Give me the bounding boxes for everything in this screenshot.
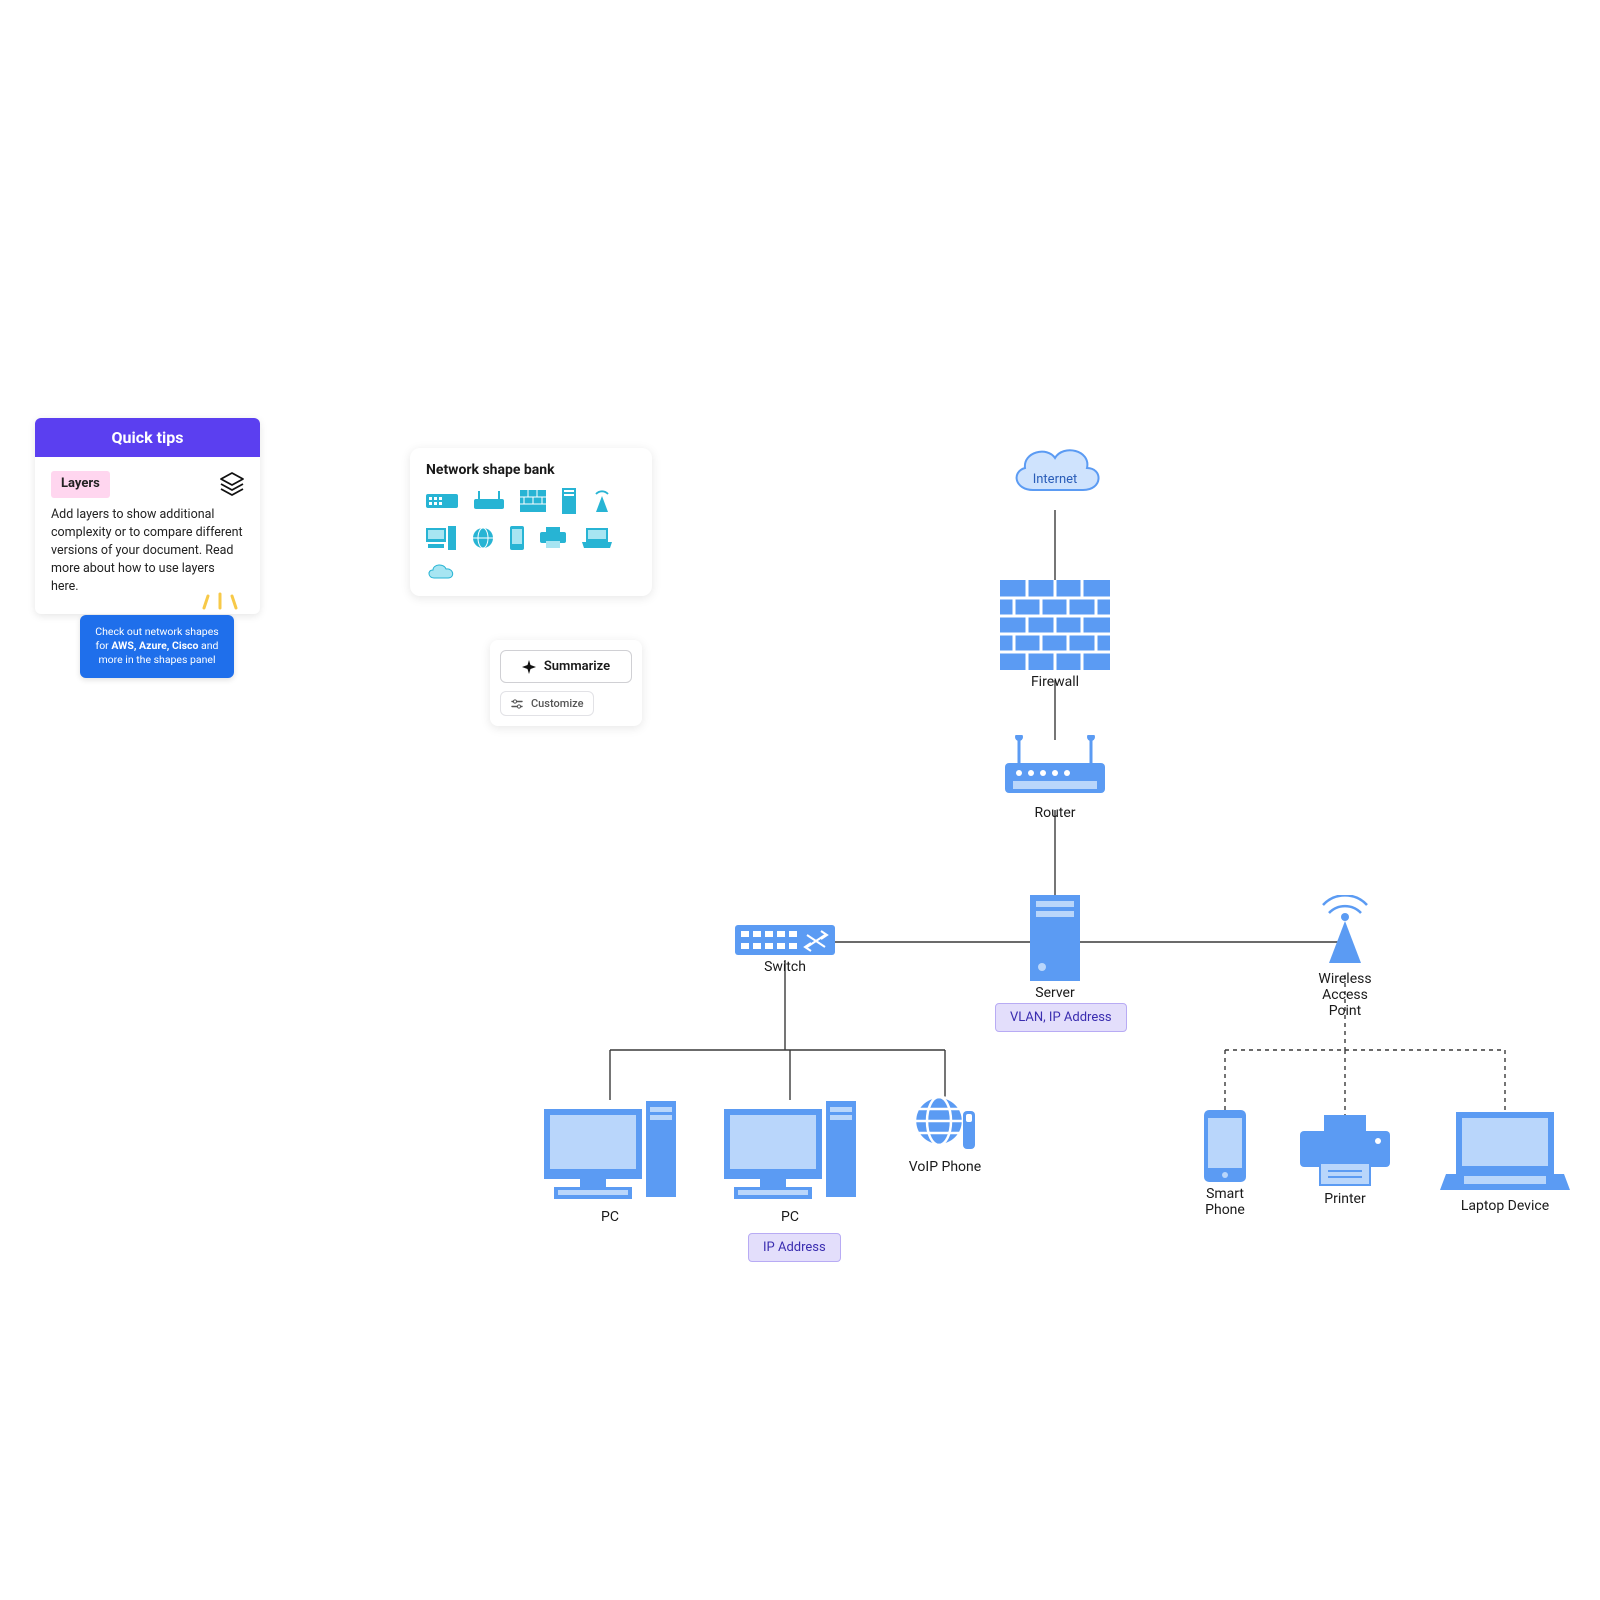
node-wap[interactable]: Wireless Access Point	[1305, 895, 1385, 1019]
node-label: Printer	[1300, 1191, 1390, 1207]
quick-tips-body: Add layers to show additional complexity…	[51, 506, 244, 597]
node-firewall[interactable]: Firewall	[1000, 580, 1110, 690]
node-smartphone[interactable]: Smart Phone	[1195, 1110, 1255, 1218]
node-label: Server	[1030, 985, 1080, 1001]
wireless-ap-icon	[1305, 895, 1385, 967]
node-label: VoIP Phone	[905, 1159, 985, 1175]
sparkle-icon	[522, 660, 536, 674]
summarize-label: Summarize	[544, 659, 610, 674]
node-pc2[interactable]: PC	[720, 1095, 860, 1225]
layers-chip: Layers	[51, 471, 110, 498]
customize-label: Customize	[531, 697, 583, 710]
laptop-icon	[1440, 1108, 1570, 1194]
layers-icon	[218, 470, 246, 498]
summarize-button[interactable]: Summarize	[500, 650, 632, 683]
node-label: Router	[1005, 805, 1105, 821]
quick-tips-title: Quick tips	[35, 418, 260, 457]
node-label: Switch	[735, 959, 835, 975]
globe-icon[interactable]	[472, 527, 494, 549]
node-label: Firewall	[1000, 674, 1110, 690]
connectors-layer	[0, 0, 1600, 1600]
node-label: PC	[540, 1209, 680, 1225]
shapes-note[interactable]: Check out network shapes for AWS, Azure,…	[80, 615, 234, 678]
badge-pc2: IP Address	[748, 1233, 841, 1262]
node-internet[interactable]: Internet	[1005, 440, 1105, 487]
pc-icon	[720, 1095, 860, 1205]
wireless-ap-icon[interactable]	[592, 488, 612, 514]
server-icon[interactable]	[562, 488, 576, 514]
node-voip[interactable]: VoIP Phone	[905, 1095, 985, 1175]
pc-icon[interactable]	[426, 526, 456, 550]
smartphone-icon[interactable]	[510, 526, 524, 550]
node-label: PC	[720, 1209, 860, 1225]
router-icon	[1005, 735, 1105, 801]
laptop-icon[interactable]	[582, 528, 612, 548]
node-switch[interactable]: Switch	[735, 925, 835, 975]
smartphone-icon	[1204, 1110, 1246, 1182]
firewall-icon	[1000, 580, 1110, 670]
shape-bank-grid	[426, 488, 636, 580]
cloud-icon	[1005, 440, 1105, 502]
node-label: Smart Phone	[1195, 1186, 1255, 1218]
shape-bank-card: Network shape bank	[410, 448, 652, 596]
quick-tips-card: Quick tips Layers Add layers to show add…	[35, 418, 260, 614]
node-pc1[interactable]: PC	[540, 1095, 680, 1225]
cloud-icon[interactable]	[426, 562, 456, 580]
node-server[interactable]: Server	[1030, 895, 1080, 1001]
node-printer[interactable]: Printer	[1300, 1115, 1390, 1207]
badge-server: VLAN, IP Address	[995, 1003, 1127, 1032]
pc-icon	[540, 1095, 680, 1205]
voip-phone-icon	[913, 1095, 977, 1155]
shape-bank-title: Network shape bank	[426, 462, 636, 478]
printer-icon	[1300, 1115, 1390, 1187]
router-icon[interactable]	[474, 491, 504, 511]
sliders-icon	[511, 699, 523, 709]
firewall-icon[interactable]	[520, 490, 546, 512]
node-label: Wireless Access Point	[1305, 971, 1385, 1019]
printer-icon[interactable]	[540, 527, 566, 549]
shapes-note-text: Check out network shapes for AWS, Azure,…	[95, 625, 218, 666]
action-panel: Summarize Customize	[490, 640, 642, 726]
switch-icon	[735, 925, 835, 955]
node-router[interactable]: Router	[1005, 735, 1105, 821]
diagram-canvas: Internet Firewall Router	[0, 0, 1600, 1600]
node-label: Laptop Device	[1440, 1198, 1570, 1214]
customize-button[interactable]: Customize	[500, 691, 594, 716]
node-laptop[interactable]: Laptop Device	[1440, 1108, 1570, 1214]
switch-icon[interactable]	[426, 494, 458, 508]
server-icon	[1030, 895, 1080, 981]
